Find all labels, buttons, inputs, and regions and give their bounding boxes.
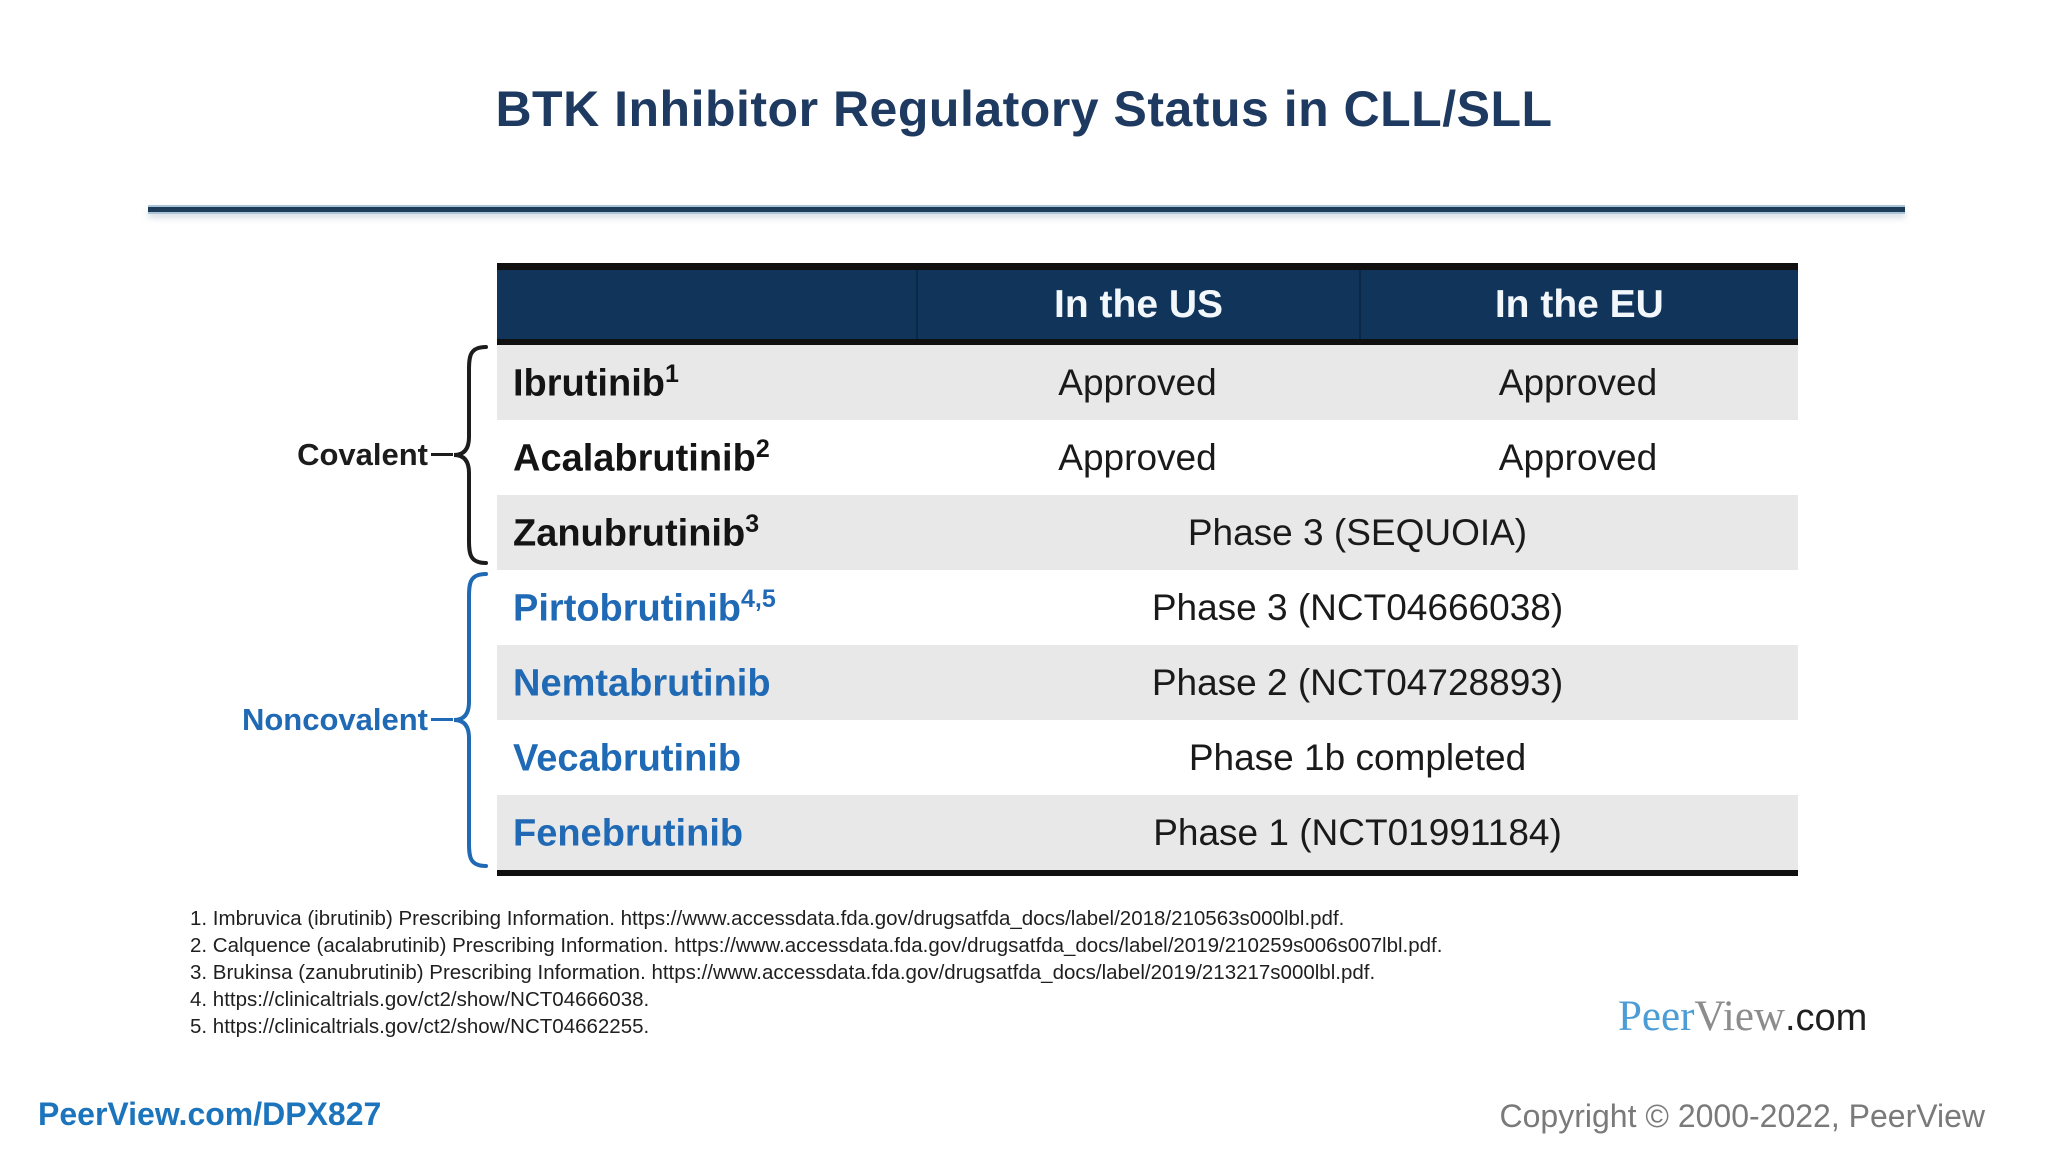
footnote-superscript: 3	[745, 509, 760, 538]
peerview-logo: PeerView.com	[1618, 992, 1867, 1041]
status-both: Phase 1b completed	[1188, 736, 1527, 778]
status-us: Approved	[1058, 361, 1217, 403]
status-eu: Approved	[1498, 436, 1658, 478]
footnote-superscript: 2	[755, 434, 770, 463]
footer-program-link: PeerView.com/DPX827	[38, 1096, 382, 1132]
covalent-brace-icon	[453, 345, 488, 565]
drug-name: Ibrutinib1	[513, 359, 679, 405]
drug-name: Nemtabrutinib	[513, 662, 771, 705]
logo-view-text: View	[1694, 993, 1785, 1040]
table-row-vecabrutinib: Vecabrutinib Phase 1b completed	[497, 720, 1798, 795]
drug-name: Pirtobrutinib4,5	[513, 584, 776, 630]
footer-copyright: Copyright © 2000-2022, PeerView	[1499, 1098, 1986, 1134]
covalent-connector-line	[431, 453, 453, 456]
footnote-superscript: 1	[664, 359, 679, 388]
drug-name: Fenebrutinib	[513, 812, 744, 855]
header-cell-us: In the US	[916, 270, 1358, 339]
status-us: Approved	[1058, 436, 1217, 478]
status-both: Phase 2 (NCT04728893)	[1151, 661, 1564, 703]
logo-com-text: .com	[1784, 997, 1868, 1039]
drug-name: Zanubrutinib3	[513, 509, 760, 555]
group-label-noncovalent: Noncovalent	[241, 702, 428, 737]
table-row-ibrutinib: Ibrutinib1 Approved Approved	[497, 345, 1798, 420]
page-title: BTK Inhibitor Regulatory Status in CLL/S…	[495, 81, 1553, 137]
footnote-superscript: 4,5	[740, 584, 776, 613]
footnote-line: 5. https://clinicaltrials.gov/ct2/show/N…	[190, 1015, 650, 1038]
footnote-line: 2. Calquence (acalabrutinib) Prescribing…	[190, 934, 1443, 957]
status-both: Phase 1 (NCT01991184)	[1153, 811, 1562, 853]
noncovalent-brace-icon	[453, 572, 488, 868]
header-cell-eu: In the EU	[1358, 270, 1798, 339]
footnote-line: 1. Imbruvica (ibrutinib) Prescribing Inf…	[190, 907, 1345, 930]
footnote-line: 3. Brukinsa (zanubrutinib) Prescribing I…	[190, 961, 1376, 984]
group-label-covalent: Covalent	[297, 437, 428, 472]
regulatory-status-table: In the US In the EU Ibrutinib1 Approved …	[497, 263, 1798, 876]
table-row-fenebrutinib: Fenebrutinib Phase 1 (NCT01991184)	[497, 795, 1798, 870]
table-row-zanubrutinib: Zanubrutinib3 Phase 3 (SEQUOIA)	[497, 495, 1798, 570]
noncovalent-connector-line	[431, 718, 453, 721]
status-both: Phase 3 (SEQUOIA)	[1187, 511, 1528, 553]
table-row-pirtobrutinib: Pirtobrutinib4,5 Phase 3 (NCT04666038)	[497, 570, 1798, 645]
status-eu: Approved	[1498, 361, 1658, 403]
drug-name: Acalabrutinib2	[513, 434, 770, 480]
footnotes-block: 1. Imbruvica (ibrutinib) Prescribing Inf…	[190, 905, 1442, 1040]
table-row-nemtabrutinib: Nemtabrutinib Phase 2 (NCT04728893)	[497, 645, 1798, 720]
logo-peer-text: Peer	[1618, 993, 1695, 1040]
header-cell-empty	[497, 270, 916, 339]
title-divider	[148, 207, 1905, 212]
table-header-row: In the US In the EU	[497, 270, 1798, 345]
table-row-acalabrutinib: Acalabrutinib2 Approved Approved	[497, 420, 1798, 495]
status-both: Phase 3 (NCT04666038)	[1151, 586, 1564, 628]
drug-name: Vecabrutinib	[513, 737, 742, 780]
footnote-line: 4. https://clinicaltrials.gov/ct2/show/N…	[190, 988, 650, 1011]
